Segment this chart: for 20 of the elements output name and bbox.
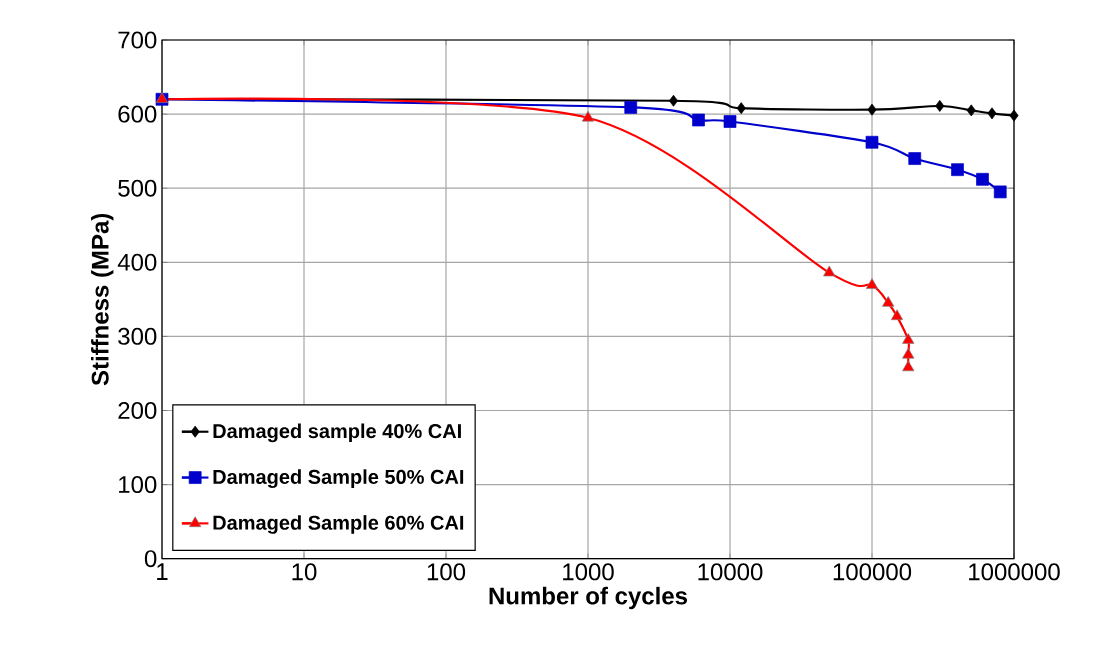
y-tick-label: 400	[117, 253, 157, 271]
x-tick-label: 10000	[698, 563, 763, 581]
y-axis-title: Stiffness (MPa)	[91, 213, 114, 386]
y-tick-label: 300	[118, 327, 157, 345]
y-tick-label: 700	[118, 31, 157, 49]
y-tick-label: 200	[118, 401, 157, 419]
y-tick-label: 100	[119, 476, 157, 494]
y-tick-label: 0	[144, 550, 157, 568]
y-tick-label: 600	[118, 105, 157, 123]
x-tick-label: 100000	[833, 563, 912, 581]
legend-label: Damaged Sample 50% CAI	[213, 469, 464, 489]
legend-label: Damaged Sample 60% CAI	[213, 515, 464, 534]
x-tick-label: 1000	[563, 563, 614, 581]
y-tick-label: 500	[118, 179, 157, 197]
legend-label: Damaged sample 40% CAI	[213, 423, 461, 443]
x-tick-label: 1000000	[969, 563, 1060, 581]
x-tick-label: 10	[292, 563, 317, 581]
x-tick-label: 100	[427, 563, 466, 581]
x-axis-title: Number of cycles	[489, 586, 688, 610]
x-tick-label: 1	[157, 563, 168, 580]
